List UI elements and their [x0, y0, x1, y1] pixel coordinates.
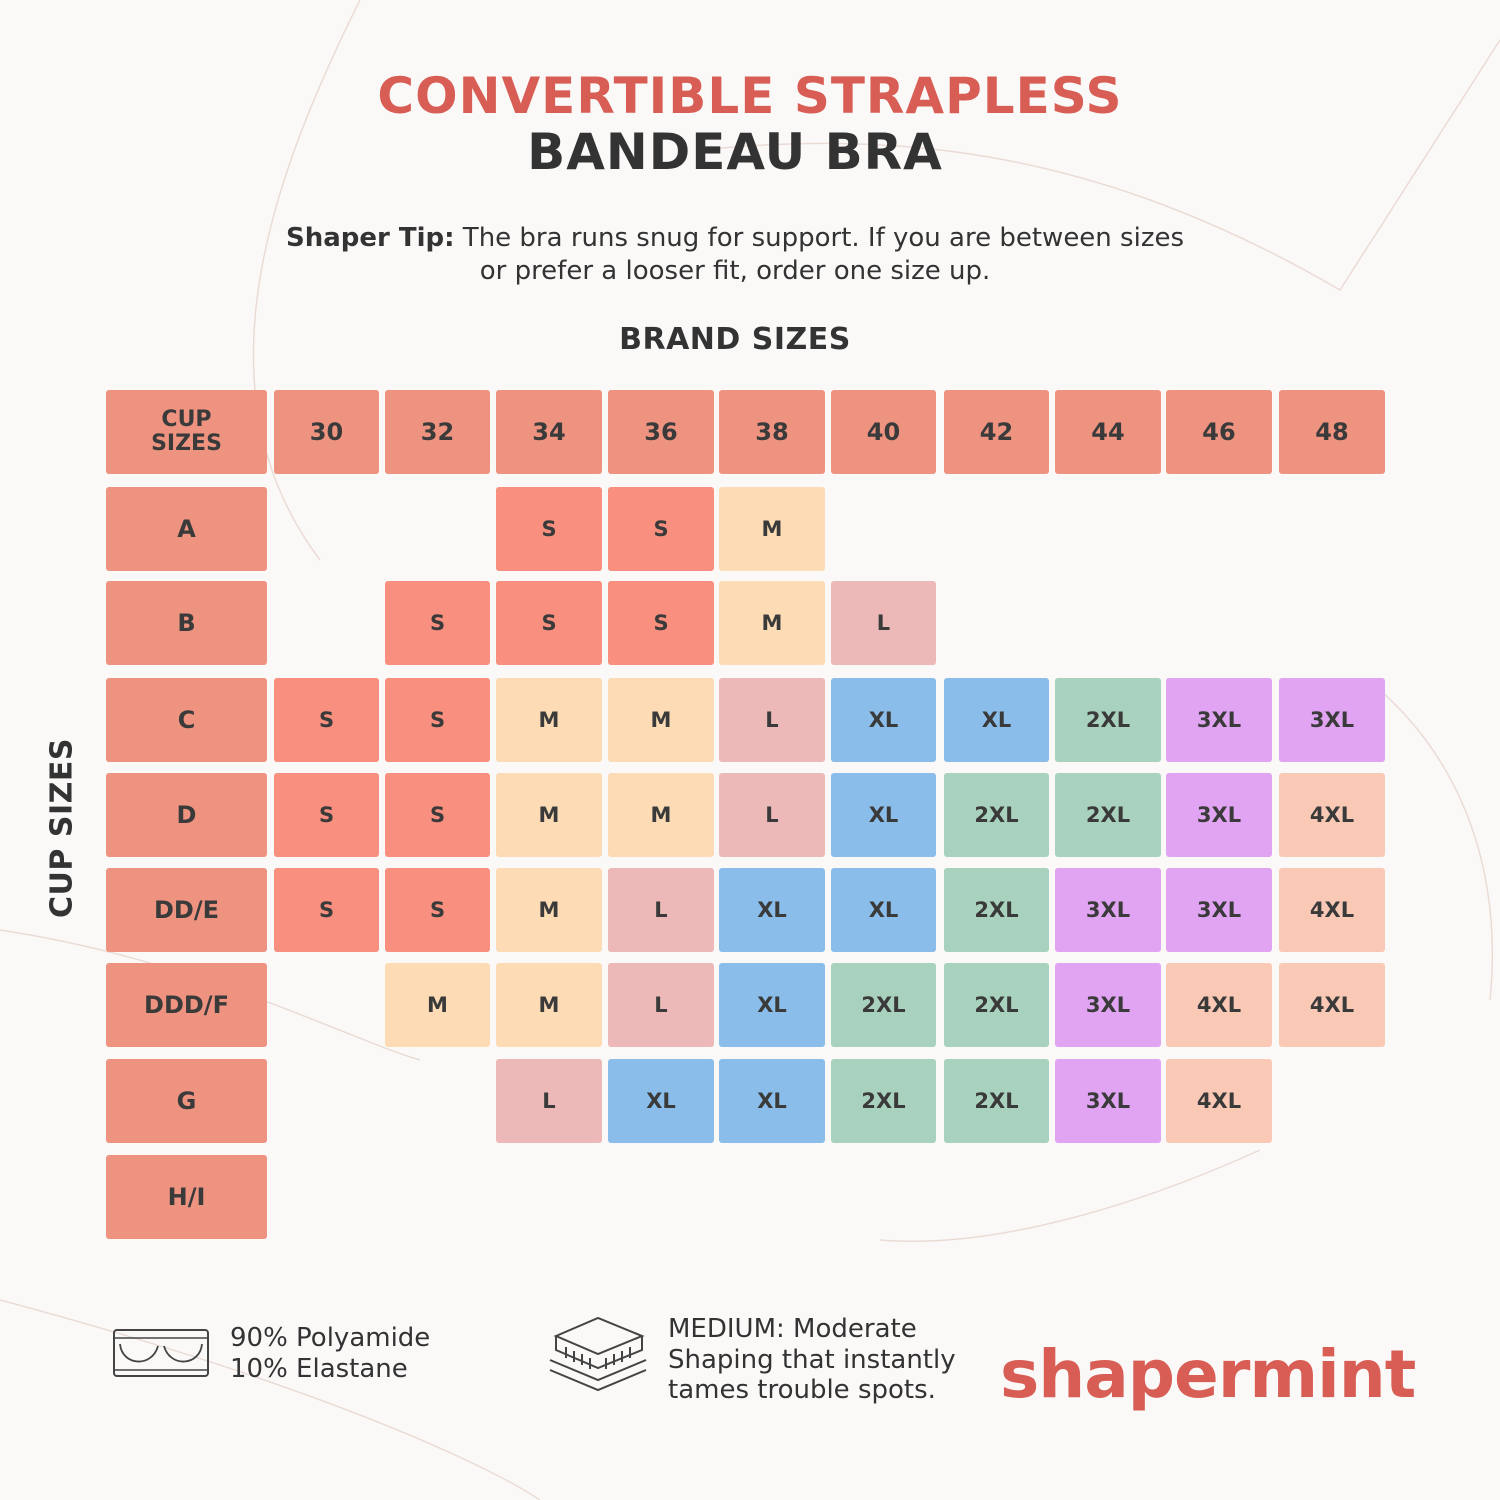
size-cell: XL	[831, 773, 936, 857]
size-cell: 3XL	[1055, 868, 1161, 952]
size-cell: XL	[944, 678, 1049, 762]
size-cell: XL	[719, 868, 825, 952]
size-cell: 2XL	[944, 1059, 1049, 1143]
size-cell: 3XL	[1055, 963, 1161, 1047]
size-cell: 2XL	[831, 963, 936, 1047]
size-cell: M	[608, 773, 714, 857]
column-header-40: 40	[831, 390, 936, 474]
row-axis-label-text: CUP SIZES	[44, 738, 80, 918]
shaper-tip-text-1: The bra runs snug for support. If you ar…	[454, 223, 1185, 253]
column-header-42: 42	[944, 390, 1049, 474]
size-cell: M	[496, 678, 602, 762]
row-header-a: A	[106, 487, 267, 571]
row-header-b: B	[106, 581, 267, 665]
size-cell: S	[608, 581, 714, 665]
size-cell: 4XL	[1166, 963, 1272, 1047]
fabric-line-1: 90% Polyamide	[230, 1323, 431, 1353]
corner-header-label: CUP SIZES	[151, 407, 222, 456]
size-cell: 3XL	[1166, 773, 1272, 857]
row-header-g: G	[106, 1059, 267, 1143]
size-cell: XL	[608, 1059, 714, 1143]
shaper-tip-label: Shaper Tip:	[285, 223, 455, 253]
size-cell: M	[608, 678, 714, 762]
shapermint-logo: shapermint	[1000, 1336, 1416, 1413]
size-cell: S	[496, 487, 602, 571]
row-header-d: D	[106, 773, 267, 857]
shaper-tip-text-2: or prefer a looser fit, order one size u…	[479, 256, 991, 286]
size-cell: S	[608, 487, 714, 571]
size-cell: 3XL	[1055, 1059, 1161, 1143]
shaping-level: MEDIUM: Moderate Shaping that instantly …	[668, 1314, 956, 1406]
size-cell: 2XL	[944, 963, 1049, 1047]
corner-header: CUP SIZES	[106, 390, 267, 474]
size-cell: M	[496, 868, 602, 952]
column-header-36: 36	[608, 390, 714, 474]
size-cell: 2XL	[1055, 773, 1161, 857]
row-header-c: C	[106, 678, 267, 762]
column-header-38: 38	[719, 390, 825, 474]
size-cell: 3XL	[1166, 868, 1272, 952]
size-cell: M	[496, 963, 602, 1047]
fabric-line-2: 10% Elastane	[230, 1354, 408, 1384]
size-cell: 3XL	[1279, 678, 1385, 762]
row-header-dd-e: DD/E	[106, 868, 267, 952]
size-cell: M	[719, 487, 825, 571]
size-cell: 4XL	[1279, 963, 1385, 1047]
size-cell: L	[719, 773, 825, 857]
row-header-ddd-f: DDD/F	[106, 963, 267, 1047]
size-cell: S	[385, 581, 490, 665]
size-cell: M	[496, 773, 602, 857]
size-cell: 2XL	[831, 1059, 936, 1143]
column-header-30: 30	[274, 390, 379, 474]
size-cell: 4XL	[1279, 773, 1385, 857]
size-cell: L	[831, 581, 936, 665]
size-cell: L	[496, 1059, 602, 1143]
title-line-2: BANDEAU BRA	[527, 123, 943, 181]
column-header-44: 44	[1055, 390, 1161, 474]
shaping-line-1: MEDIUM: Moderate	[668, 1314, 917, 1344]
column-header-46: 46	[1166, 390, 1272, 474]
size-cell: S	[496, 581, 602, 665]
size-cell: S	[274, 773, 379, 857]
size-cell: S	[274, 868, 379, 952]
size-cell: 4XL	[1279, 868, 1385, 952]
row-header-h-i: H/I	[106, 1155, 267, 1239]
shaper-tip: Shaper Tip: The bra runs snug for suppor…	[250, 222, 1220, 288]
chart-title: BRAND SIZES	[619, 322, 851, 357]
size-cell: M	[719, 581, 825, 665]
column-header-32: 32	[385, 390, 490, 474]
size-cell: S	[385, 678, 490, 762]
size-cell: S	[274, 678, 379, 762]
size-cell: S	[385, 773, 490, 857]
size-cell: 2XL	[944, 773, 1049, 857]
layered-fabric-icon	[546, 1314, 650, 1392]
size-cell: 4XL	[1166, 1059, 1272, 1143]
size-cell: L	[608, 868, 714, 952]
bandeau-bra-icon	[112, 1326, 210, 1380]
size-cell: 3XL	[1166, 678, 1272, 762]
size-cell: 2XL	[1055, 678, 1161, 762]
size-cell: XL	[831, 868, 936, 952]
size-cell: S	[385, 868, 490, 952]
size-cell: 2XL	[944, 868, 1049, 952]
size-cell: L	[719, 678, 825, 762]
shaping-line-2: Shaping that instantly	[668, 1344, 956, 1375]
size-cell: XL	[719, 1059, 825, 1143]
fabric-composition: 90% Polyamide 10% Elastane	[230, 1323, 430, 1385]
shaping-line-3: tames trouble spots.	[668, 1375, 936, 1405]
column-header-34: 34	[496, 390, 602, 474]
title-line-1: CONVERTIBLE STRAPLESS	[377, 67, 1123, 125]
column-header-48: 48	[1279, 390, 1385, 474]
size-cell: L	[608, 963, 714, 1047]
size-cell: M	[385, 963, 490, 1047]
size-cell: XL	[831, 678, 936, 762]
size-cell: XL	[719, 963, 825, 1047]
